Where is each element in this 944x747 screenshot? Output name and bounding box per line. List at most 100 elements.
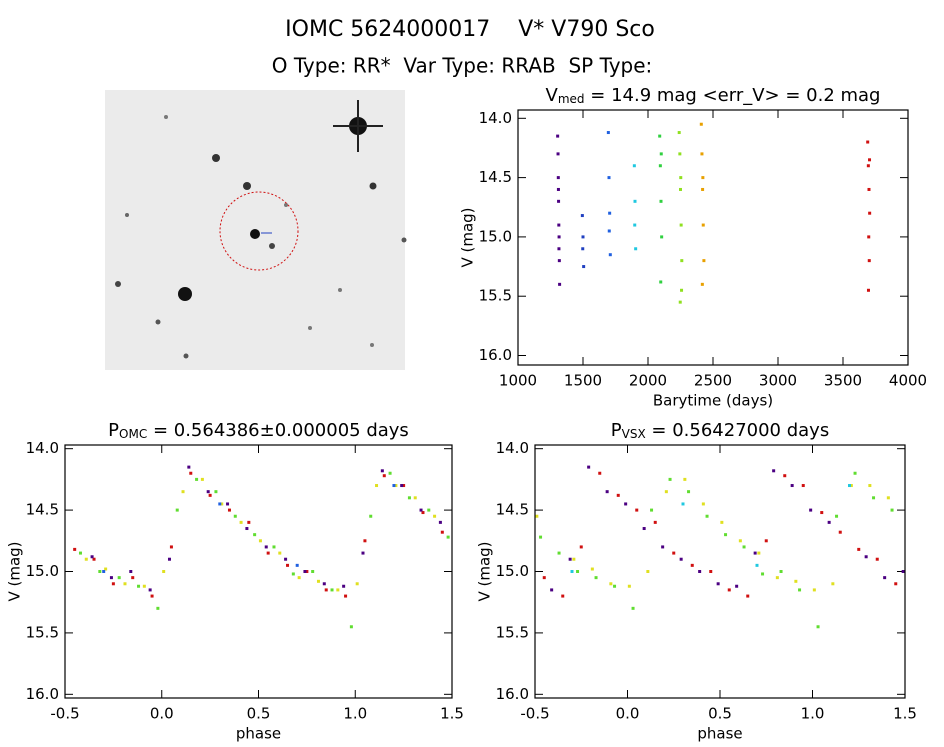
data-point	[727, 588, 731, 592]
data-point	[316, 579, 320, 583]
data-point	[169, 545, 173, 549]
data-point	[631, 606, 635, 610]
data-point	[206, 490, 210, 494]
data-point	[535, 514, 539, 518]
data-point	[220, 502, 224, 506]
data-point	[633, 223, 637, 227]
data-point	[117, 576, 121, 580]
x-tick-label: 3000	[759, 372, 797, 390]
data-point	[672, 551, 676, 555]
data-point	[142, 584, 146, 588]
data-point	[831, 582, 835, 586]
data-point	[579, 545, 583, 549]
data-point	[724, 533, 728, 537]
data-point	[678, 300, 682, 304]
data-point	[336, 588, 340, 592]
y-tick-label: 14.5	[26, 501, 59, 519]
data-point	[175, 508, 179, 512]
data-point	[608, 211, 612, 215]
data-point	[779, 570, 783, 573]
data-point	[901, 570, 905, 573]
x-tick-label: -0.5	[50, 705, 79, 723]
data-point	[557, 223, 561, 227]
data-point	[660, 235, 664, 239]
data-point	[557, 259, 561, 263]
data-point	[382, 474, 386, 478]
x-tick-label: 3500	[824, 372, 862, 390]
data-point	[568, 557, 572, 561]
data-point	[607, 229, 611, 233]
data-point	[195, 477, 199, 481]
data-point	[305, 570, 309, 573]
data-point	[738, 539, 742, 543]
data-point	[598, 471, 602, 475]
x-axis-label: Barytime (days)	[653, 392, 773, 410]
x-tick-label: 2000	[629, 372, 667, 390]
data-point	[413, 496, 417, 500]
data-point	[581, 247, 585, 251]
title-part: = 14.9 mag <err_V> = 0.2 mag	[585, 85, 881, 106]
y-tick-label: 14.5	[479, 168, 512, 186]
data-point	[78, 551, 82, 555]
data-point	[678, 152, 682, 156]
data-point	[303, 570, 307, 573]
data-point	[701, 187, 705, 191]
data-point	[311, 570, 315, 573]
chart: Vmed = 14.9 mag <err_V> = 0.2 mag Barytim…	[459, 85, 928, 410]
y-tick-label: 14.0	[26, 439, 59, 457]
data-point	[402, 484, 406, 488]
title-subscript: OMC	[119, 427, 147, 441]
data-point	[700, 282, 704, 286]
y-axis-label: V (mag)	[6, 541, 24, 601]
x-tick-label: 1500	[564, 372, 602, 390]
data-point	[755, 563, 759, 567]
data-point	[581, 235, 585, 239]
data-point	[659, 199, 663, 203]
data-point	[92, 557, 96, 561]
data-point	[131, 576, 135, 580]
y-tick-label: 16.0	[496, 685, 529, 703]
data-point	[576, 570, 580, 573]
data-point	[866, 288, 870, 292]
data-point	[550, 588, 554, 592]
data-point	[557, 199, 561, 203]
data-point	[687, 490, 691, 494]
data-point	[679, 223, 683, 227]
data-point	[700, 152, 704, 156]
data-point	[572, 557, 576, 561]
x-tick-label: 1.0	[343, 705, 367, 723]
data-point	[886, 496, 890, 500]
x-axis-label: phase	[697, 725, 742, 743]
data-point	[783, 474, 787, 478]
finder-image	[105, 90, 407, 370]
data-point	[542, 576, 546, 580]
y-tick-label: 15.0	[496, 562, 529, 580]
x-tick-label: 1.0	[801, 705, 825, 723]
title-part: P	[108, 420, 119, 441]
data-point	[162, 570, 166, 573]
data-point	[239, 520, 243, 524]
y-tick-label: 15.0	[26, 562, 59, 580]
data-point	[156, 606, 160, 610]
data-point	[570, 570, 574, 573]
data-point	[809, 508, 813, 512]
data-point	[627, 584, 631, 588]
data-point	[419, 508, 423, 512]
data-point	[258, 539, 262, 543]
data-point	[705, 514, 709, 518]
data-point	[866, 164, 870, 168]
data-point	[753, 551, 757, 555]
y-tick-label: 14.0	[479, 109, 512, 127]
data-point	[668, 477, 672, 481]
data-point	[683, 477, 687, 481]
x-tick-label: 0.5	[247, 705, 271, 723]
data-point	[388, 471, 392, 475]
data-point	[681, 502, 685, 506]
data-point	[872, 496, 876, 500]
data-point	[226, 502, 230, 506]
chart-title: Vmed = 14.9 mag <err_V> = 0.2 mag	[546, 85, 881, 106]
x-tick-label: 0.0	[616, 705, 640, 723]
data-point	[349, 625, 353, 629]
data-point	[702, 259, 706, 263]
data-point	[137, 584, 141, 588]
